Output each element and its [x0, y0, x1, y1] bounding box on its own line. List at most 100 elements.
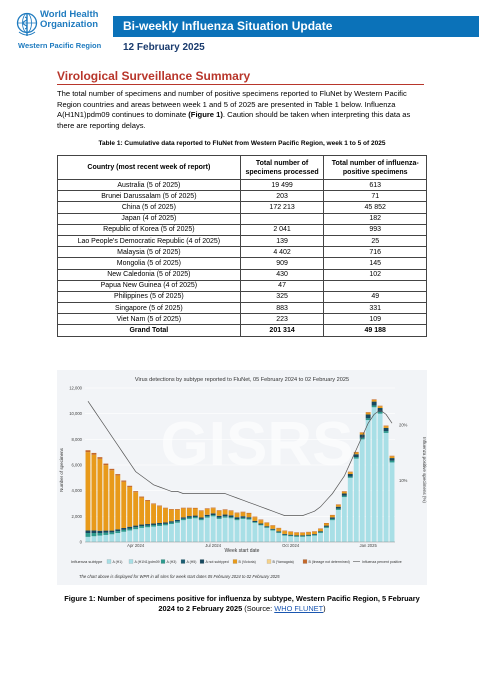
bar-segment: [216, 510, 222, 511]
bar-segment: [121, 531, 127, 542]
header-positive: Total number of influenza-positive speci…: [323, 155, 427, 180]
bar-segment: [186, 518, 192, 542]
bar-segment: [318, 531, 323, 533]
table-row: Viet Nam (5 of 2025) 223 109: [57, 313, 427, 326]
percent-positive-line: [87, 401, 393, 516]
bar-segment: [121, 529, 127, 532]
bar-segment: [252, 517, 258, 521]
bar-segment: [318, 533, 323, 542]
bar-segment: [151, 523, 157, 526]
bar-segment: [222, 516, 228, 518]
specimens-cell: 47: [239, 279, 325, 292]
bar-segment: [109, 470, 115, 531]
bar-segment: [347, 477, 353, 542]
bar-segment: [371, 405, 377, 408]
positive-cell: 182: [323, 212, 427, 225]
bar-segment: [335, 506, 341, 509]
bar-segment: [174, 509, 180, 510]
bar-segment: [300, 532, 306, 533]
bar-segment: [127, 526, 133, 529]
bar-segment: [192, 507, 198, 509]
positive-cell: 45 852: [323, 201, 427, 214]
positive-cell: 49 188: [323, 324, 427, 337]
bar-segment: [335, 508, 341, 510]
bar-segment: [151, 526, 157, 542]
country-cell: Singapore (5 of 2025): [57, 302, 241, 315]
bar-segment: [270, 525, 276, 526]
bar-segment: [91, 530, 97, 534]
bar-segment: [389, 462, 395, 542]
bar-segment: [103, 532, 109, 535]
bar-segment: [145, 500, 151, 501]
bar-segment: [228, 515, 234, 518]
legend-label: B (lineage not determined): [309, 560, 350, 564]
bar-segment: [389, 456, 395, 459]
country-cell: Malaysia (5 of 2025): [57, 246, 241, 259]
bar-segment: [115, 533, 121, 542]
bar-segment: [347, 476, 353, 478]
bar-segment: [276, 532, 282, 534]
x-tick-label: Apr 2024: [127, 543, 145, 548]
positive-cell: 993: [323, 223, 427, 236]
bar-segment: [240, 517, 246, 519]
bar-segment: [288, 534, 294, 536]
chart-svg: GISRS Virus detections by subtype report…: [59, 377, 427, 579]
specimens-cell: [239, 212, 325, 225]
country-cell: Republic of Korea (5 of 2025): [57, 223, 241, 236]
legend-label: A (H3): [167, 560, 177, 564]
bar-segment: [341, 495, 347, 498]
bar-segment: [300, 536, 306, 537]
who-flunet-link[interactable]: WHO FLUNET: [274, 604, 324, 613]
legend-label: A (H1N1)pdm09: [135, 560, 160, 564]
specimens-cell: 430: [239, 268, 325, 281]
bar-segment: [312, 531, 317, 532]
bar-segment: [258, 524, 264, 526]
positive-cell: 25: [323, 234, 427, 248]
bar-segment: [97, 457, 103, 459]
bar-segment: [335, 509, 341, 542]
table-row: New Caledonia (5 of 2025) 430 102: [57, 268, 427, 281]
bar-segment: [353, 452, 359, 455]
positive-cell: 71: [323, 190, 427, 203]
bar-segment: [306, 532, 312, 535]
bar-segment: [341, 493, 347, 496]
bar-segment: [389, 458, 395, 461]
bar-segment: [151, 503, 157, 505]
table-row: Brunei Darussalam (5 of 2025) 203 71: [57, 190, 427, 203]
bar-segment: [300, 536, 306, 542]
bar-segment: [210, 508, 216, 514]
bar-segment: [198, 520, 204, 542]
bar-segment: [371, 401, 377, 406]
bar-segment: [180, 518, 186, 521]
legend-swatch: [199, 559, 205, 564]
country-cell: Viet Nam (5 of 2025): [57, 313, 241, 326]
bar-segment: [85, 452, 91, 531]
bar-segment: [282, 530, 288, 532]
bar-segment: [133, 527, 139, 530]
who-emblem-icon: [16, 12, 38, 36]
legend-swatch: [160, 559, 166, 564]
intro-text-2: . Caution should be taken when interpret…: [57, 110, 411, 130]
bar-segment: [85, 533, 91, 537]
specimens-cell: 909: [239, 257, 325, 270]
bar-segment: [306, 535, 312, 537]
bar-segment: [163, 525, 168, 542]
legend-swatch: [302, 559, 308, 564]
bar-segment: [246, 518, 252, 520]
y-tick-label: 2,000: [72, 514, 83, 519]
bar-segment: [264, 527, 270, 542]
bar-segment: [246, 517, 252, 519]
y-axis-right-label: Influenza positive specimens (%): [422, 437, 427, 503]
table-row: Australia (5 of 2025) 19 499 613: [57, 178, 427, 192]
bar-segment: [139, 496, 145, 498]
bar-segment: [276, 528, 282, 532]
bar-segment: [163, 508, 168, 523]
org-name-line2: Organization: [40, 19, 99, 30]
watermark: GISRS: [161, 410, 354, 479]
bar-segment: [335, 504, 341, 505]
bar-segment: [228, 511, 234, 516]
specimens-cell: 139: [239, 234, 325, 248]
y-right-tick-label: 20%: [399, 423, 408, 428]
bar-segment: [246, 512, 252, 514]
bar-segment: [204, 508, 210, 510]
